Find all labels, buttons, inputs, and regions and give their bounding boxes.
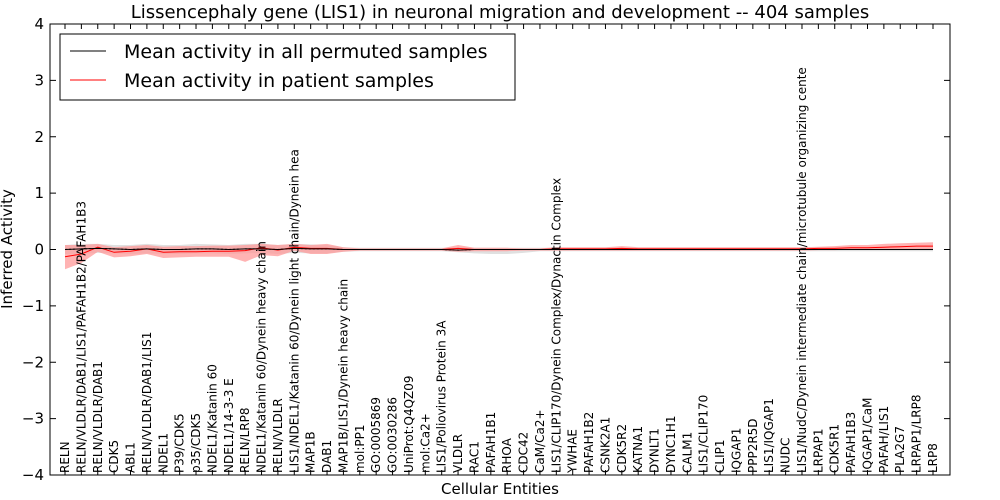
category-label: mol:PP1 xyxy=(353,424,367,473)
category-label: DYNLT1 xyxy=(648,428,662,473)
axis-ticks: −4 −3 −2 −1 0 1 2 3 4 xyxy=(22,15,950,484)
y-tick-label: −4 xyxy=(22,466,44,484)
category-label: NDEL1 xyxy=(156,433,170,473)
category-label: LIS1/CLIP170 xyxy=(697,395,711,473)
category-label: LIS1/NudC/Dynein intermediate chain/micr… xyxy=(795,67,809,473)
category-label: p35/CDK5 xyxy=(189,413,203,473)
category-label: RELN/LRP8 xyxy=(238,407,252,473)
category-label: IQGAP1/CaM xyxy=(860,398,874,474)
category-label: LRP8 xyxy=(926,443,940,473)
category-label: NUDC xyxy=(779,438,793,473)
category-label: PAFAH1B3 xyxy=(844,412,858,473)
category-label: NDEL1/14-3-3 E xyxy=(222,378,236,473)
category-label: GO:0030286 xyxy=(386,397,400,473)
category-label: RHOA xyxy=(500,437,514,473)
category-label: ABL1 xyxy=(124,442,138,473)
category-label: DYNC1H1 xyxy=(664,415,678,473)
category-label: LIS1/Poliovirus Protein 3A xyxy=(435,320,449,473)
category-label: RELN/VLDLR/DAB1 xyxy=(91,361,105,473)
category-label: UniProt:Q4QZ09 xyxy=(402,375,416,473)
category-label: RELN/VLDLR/DAB1/LIS1 xyxy=(140,332,154,473)
category-label: CDK5R1 xyxy=(828,424,842,473)
x-axis-label: Cellular Entities xyxy=(441,480,559,498)
category-label: PAFAH1B2 xyxy=(582,412,596,473)
category-label: CLIP1 xyxy=(713,440,727,473)
category-label: CaM/Ca2+ xyxy=(533,409,547,473)
y-tick-label: −2 xyxy=(22,353,44,371)
category-label: NDEL1/Katanin 60 xyxy=(205,364,219,473)
category-label: VLDLR xyxy=(451,434,465,473)
y-tick-label: 4 xyxy=(34,15,44,33)
legend-box xyxy=(59,33,516,101)
category-label: CALM1 xyxy=(680,432,694,473)
legend-patient-label: Mean activity in patient samples xyxy=(124,70,434,92)
y-axis-label: Inferred Activity xyxy=(0,189,16,309)
category-label: LRPAP1/LRP8 xyxy=(910,394,924,473)
category-label: PAFAH/LIS1 xyxy=(877,406,891,473)
legend: Mean activity in all permuted samples Me… xyxy=(59,33,516,101)
category-label: DAB1 xyxy=(320,440,334,473)
category-label: PAFAH1B1 xyxy=(484,412,498,473)
category-label: PLA2G7 xyxy=(893,426,907,473)
category-label: CDC42 xyxy=(517,432,531,473)
y-tick-label: −1 xyxy=(22,297,44,315)
y-tick-label: −3 xyxy=(22,410,44,428)
category-label: P39/CDK5 xyxy=(173,413,187,473)
legend-permuted-label: Mean activity in all permuted samples xyxy=(124,41,487,63)
category-label: PPP2R5D xyxy=(746,418,760,473)
y-tick-label: 1 xyxy=(34,184,44,202)
category-labels: RELN RELN/VLDLR/DAB1/LIS1/PAFAH1B2/PAFAH1… xyxy=(58,67,940,474)
chart-title: Lissencephaly gene (LIS1) in neuronal mi… xyxy=(131,2,870,23)
category-label: YWHAE xyxy=(566,429,580,474)
category-label: MAP1B xyxy=(304,431,318,473)
category-label: KATNA1 xyxy=(631,426,645,473)
category-label: MAP1B/LIS1/Dynein heavy chain xyxy=(336,279,350,473)
category-label: NDEL1/Katanin 60/Dynein heavy chain xyxy=(255,241,269,473)
category-label: RAC1 xyxy=(467,441,481,473)
category-label: LRPAP1 xyxy=(811,428,825,473)
category-label: CDK5R2 xyxy=(615,424,629,473)
permuted-mean-line-solid xyxy=(64,247,933,251)
category-label: mol:Ca2+ xyxy=(418,413,432,473)
category-label: GO:0005869 xyxy=(369,397,383,473)
category-label: LIS1/IQGAP1 xyxy=(762,398,776,473)
category-label: LIS1/NDEL1/Katanin 60/Dynein light chain… xyxy=(287,149,301,473)
category-label: RELN xyxy=(58,441,72,473)
y-tick-label: 2 xyxy=(34,128,44,146)
category-label: RELN/VLDLR xyxy=(271,398,285,473)
category-label: IQGAP1 xyxy=(729,428,743,473)
y-tick-label: 0 xyxy=(34,241,44,259)
category-label: CSNK2A1 xyxy=(598,417,612,473)
category-label: LIS1/CLIP170/Dynein Complex/Dynactin Com… xyxy=(549,178,563,473)
plot-area xyxy=(64,242,933,270)
category-label: CDK5 xyxy=(107,440,121,473)
y-tick-label: 3 xyxy=(34,71,44,89)
category-label: RELN/VLDLR/DAB1/LIS1/PAFAH1B2/PAFAH1B3 xyxy=(74,201,88,473)
